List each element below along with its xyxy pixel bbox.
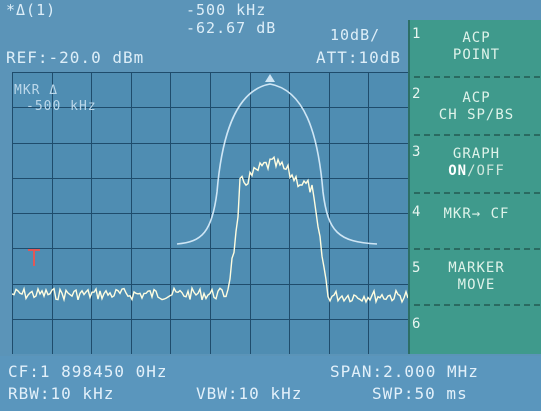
settings-footer: CF:1 898450 0Hz SPAN:2.000 MHz RBW:10 kH… bbox=[0, 356, 541, 411]
acp-mask-curve bbox=[176, 83, 378, 245]
graph-on-off-softkey[interactable]: GRAPH ON/OFF bbox=[410, 146, 541, 180]
acp-ch-sp-line1: ACP bbox=[462, 90, 491, 106]
softkey-number-2: 2 bbox=[412, 86, 421, 102]
softkey-number-4: 4 bbox=[412, 204, 421, 220]
acp-ch-sp-softkey[interactable]: ACP CH SP/BS bbox=[410, 90, 541, 124]
acp-point-line1: ACP bbox=[462, 30, 491, 46]
reference-level: REF:-20.0 dBm bbox=[6, 48, 145, 67]
softkey-divider bbox=[414, 76, 540, 78]
softkey-number-3: 3 bbox=[412, 144, 421, 160]
marker-move-line1: MARKER bbox=[448, 260, 505, 276]
softkey-divider bbox=[414, 304, 540, 306]
marker-flag bbox=[28, 249, 40, 266]
center-frequency: CF:1 898450 0Hz bbox=[8, 362, 168, 381]
softkey-divider bbox=[414, 134, 540, 136]
acp-point-softkey[interactable]: ACP POINT bbox=[410, 30, 541, 64]
acp-point-line2: POINT bbox=[452, 47, 501, 63]
marker-note-label: MKR Δ bbox=[14, 83, 59, 98]
vbw-setting: VBW:10 kHz bbox=[196, 384, 303, 403]
marker-delta-label: *Δ(1) bbox=[6, 1, 57, 19]
sweep-time: SWP:50 ms bbox=[372, 384, 468, 403]
spectrum-trace bbox=[12, 155, 408, 305]
softkey-number-5: 5 bbox=[412, 260, 421, 276]
graph-off-state: /OFF bbox=[467, 163, 505, 179]
marker-move-softkey[interactable]: MARKER MOVE bbox=[410, 260, 541, 294]
softkey-number-6: 6 bbox=[412, 316, 421, 332]
spectrum-svg bbox=[12, 72, 408, 354]
vertical-scale: 10dB/ bbox=[330, 26, 381, 44]
mkr-to-cf-label: MKR→ CF bbox=[443, 206, 510, 222]
acp-ch-sp-line2: CH SP/BS bbox=[438, 107, 515, 123]
span-setting: SPAN:2.000 MHz bbox=[330, 362, 479, 381]
softkey-number-1: 1 bbox=[412, 26, 421, 42]
rbw-setting: RBW:10 kHz bbox=[8, 384, 115, 403]
attenuation: ATT:10dB bbox=[316, 48, 402, 67]
mkr-to-cf-softkey[interactable]: MKR→ CF bbox=[410, 206, 541, 223]
softkey-divider bbox=[414, 248, 540, 250]
softkey-divider bbox=[414, 192, 540, 194]
marker-frequency: -500 kHz bbox=[186, 1, 267, 19]
center-marker-icon bbox=[265, 74, 275, 82]
softkey-panel: 1 2 3 4 5 6 ACP POINT ACP CH SP/BS GRAPH… bbox=[408, 20, 541, 354]
marker-note-offset: -500 kHz bbox=[26, 99, 97, 114]
graph-on-state: ON bbox=[448, 163, 468, 179]
graph-label: GRAPH bbox=[452, 146, 501, 162]
spectrum-plot: MKR Δ -500 kHz bbox=[12, 72, 408, 354]
marker-level: -62.67 dB bbox=[186, 19, 277, 37]
marker-move-line2: MOVE bbox=[457, 277, 496, 293]
